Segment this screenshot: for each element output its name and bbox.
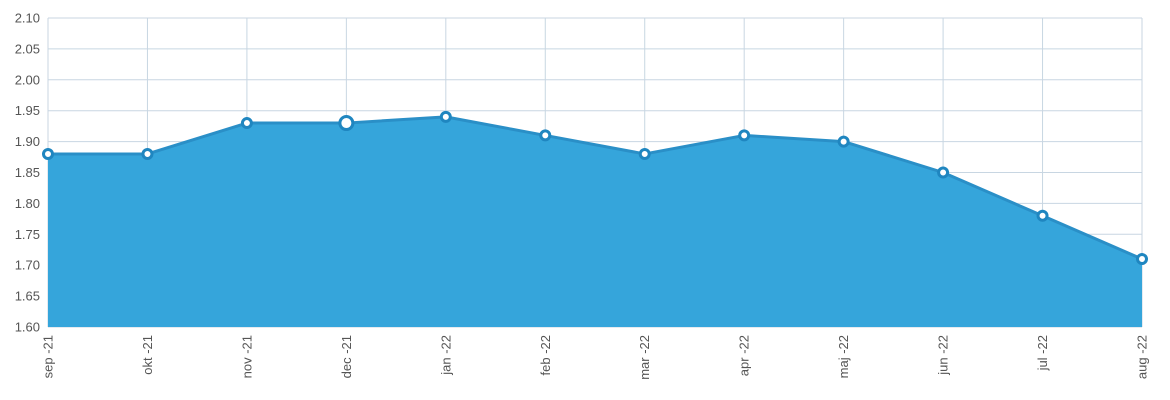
data-point-okt-21 [141,147,154,160]
x-tick-label: maj -22 [836,335,851,378]
y-tick-label: 2.05 [15,41,40,56]
y-axis: 1.60 1.65 1.70 1.75 1.80 1.85 1.90 1.95 2.00 2.05… [15,11,40,335]
y-tick-label: 1.80 [15,196,40,211]
data-point-feb-22 [539,129,552,142]
data-point-jan-22 [439,110,452,123]
data-point-aug-22 [1136,253,1148,266]
data-point-mar-22 [638,147,651,160]
x-tick-label: jul -22 [1035,335,1050,371]
data-point-sep-21 [42,147,54,160]
y-tick-label: 1.95 [15,103,40,118]
x-tick-label: feb -22 [538,335,553,375]
y-tick-label: 1.75 [15,227,40,242]
data-point-nov-21 [240,117,253,130]
x-tick-label: jan -22 [438,335,453,376]
y-tick-label: 2.00 [15,72,40,87]
x-tick-label: aug -22 [1135,335,1150,379]
data-point-maj-22 [837,135,850,148]
y-tick-label: 1.65 [15,289,40,304]
y-tick-label: 1.85 [15,165,40,180]
x-tick-label: jun -22 [936,335,951,376]
x-axis: sep -21 okt -21 nov -21 dec -21 jan -22 feb -… [41,335,1150,380]
data-point-jul-22 [1036,209,1049,222]
data-point-jun-22 [937,166,950,179]
x-tick-label: dec -21 [339,335,354,378]
y-tick-label: 1.70 [15,258,40,273]
x-tick-label: mar -22 [637,335,652,380]
series-line [48,115,1143,261]
y-tick-label: 1.60 [15,320,40,335]
x-tick-label: sep -21 [41,335,56,378]
data-point-dec-21 [338,115,355,132]
data-points [42,110,1148,266]
data-point-apr-22 [738,129,751,142]
y-tick-label: 2.10 [15,11,40,26]
x-tick-label: apr -22 [737,335,752,376]
y-tick-label: 1.90 [15,134,40,149]
x-tick-label: okt -21 [140,335,155,375]
series-area [48,116,1142,327]
x-tick-label: nov -21 [239,335,254,378]
